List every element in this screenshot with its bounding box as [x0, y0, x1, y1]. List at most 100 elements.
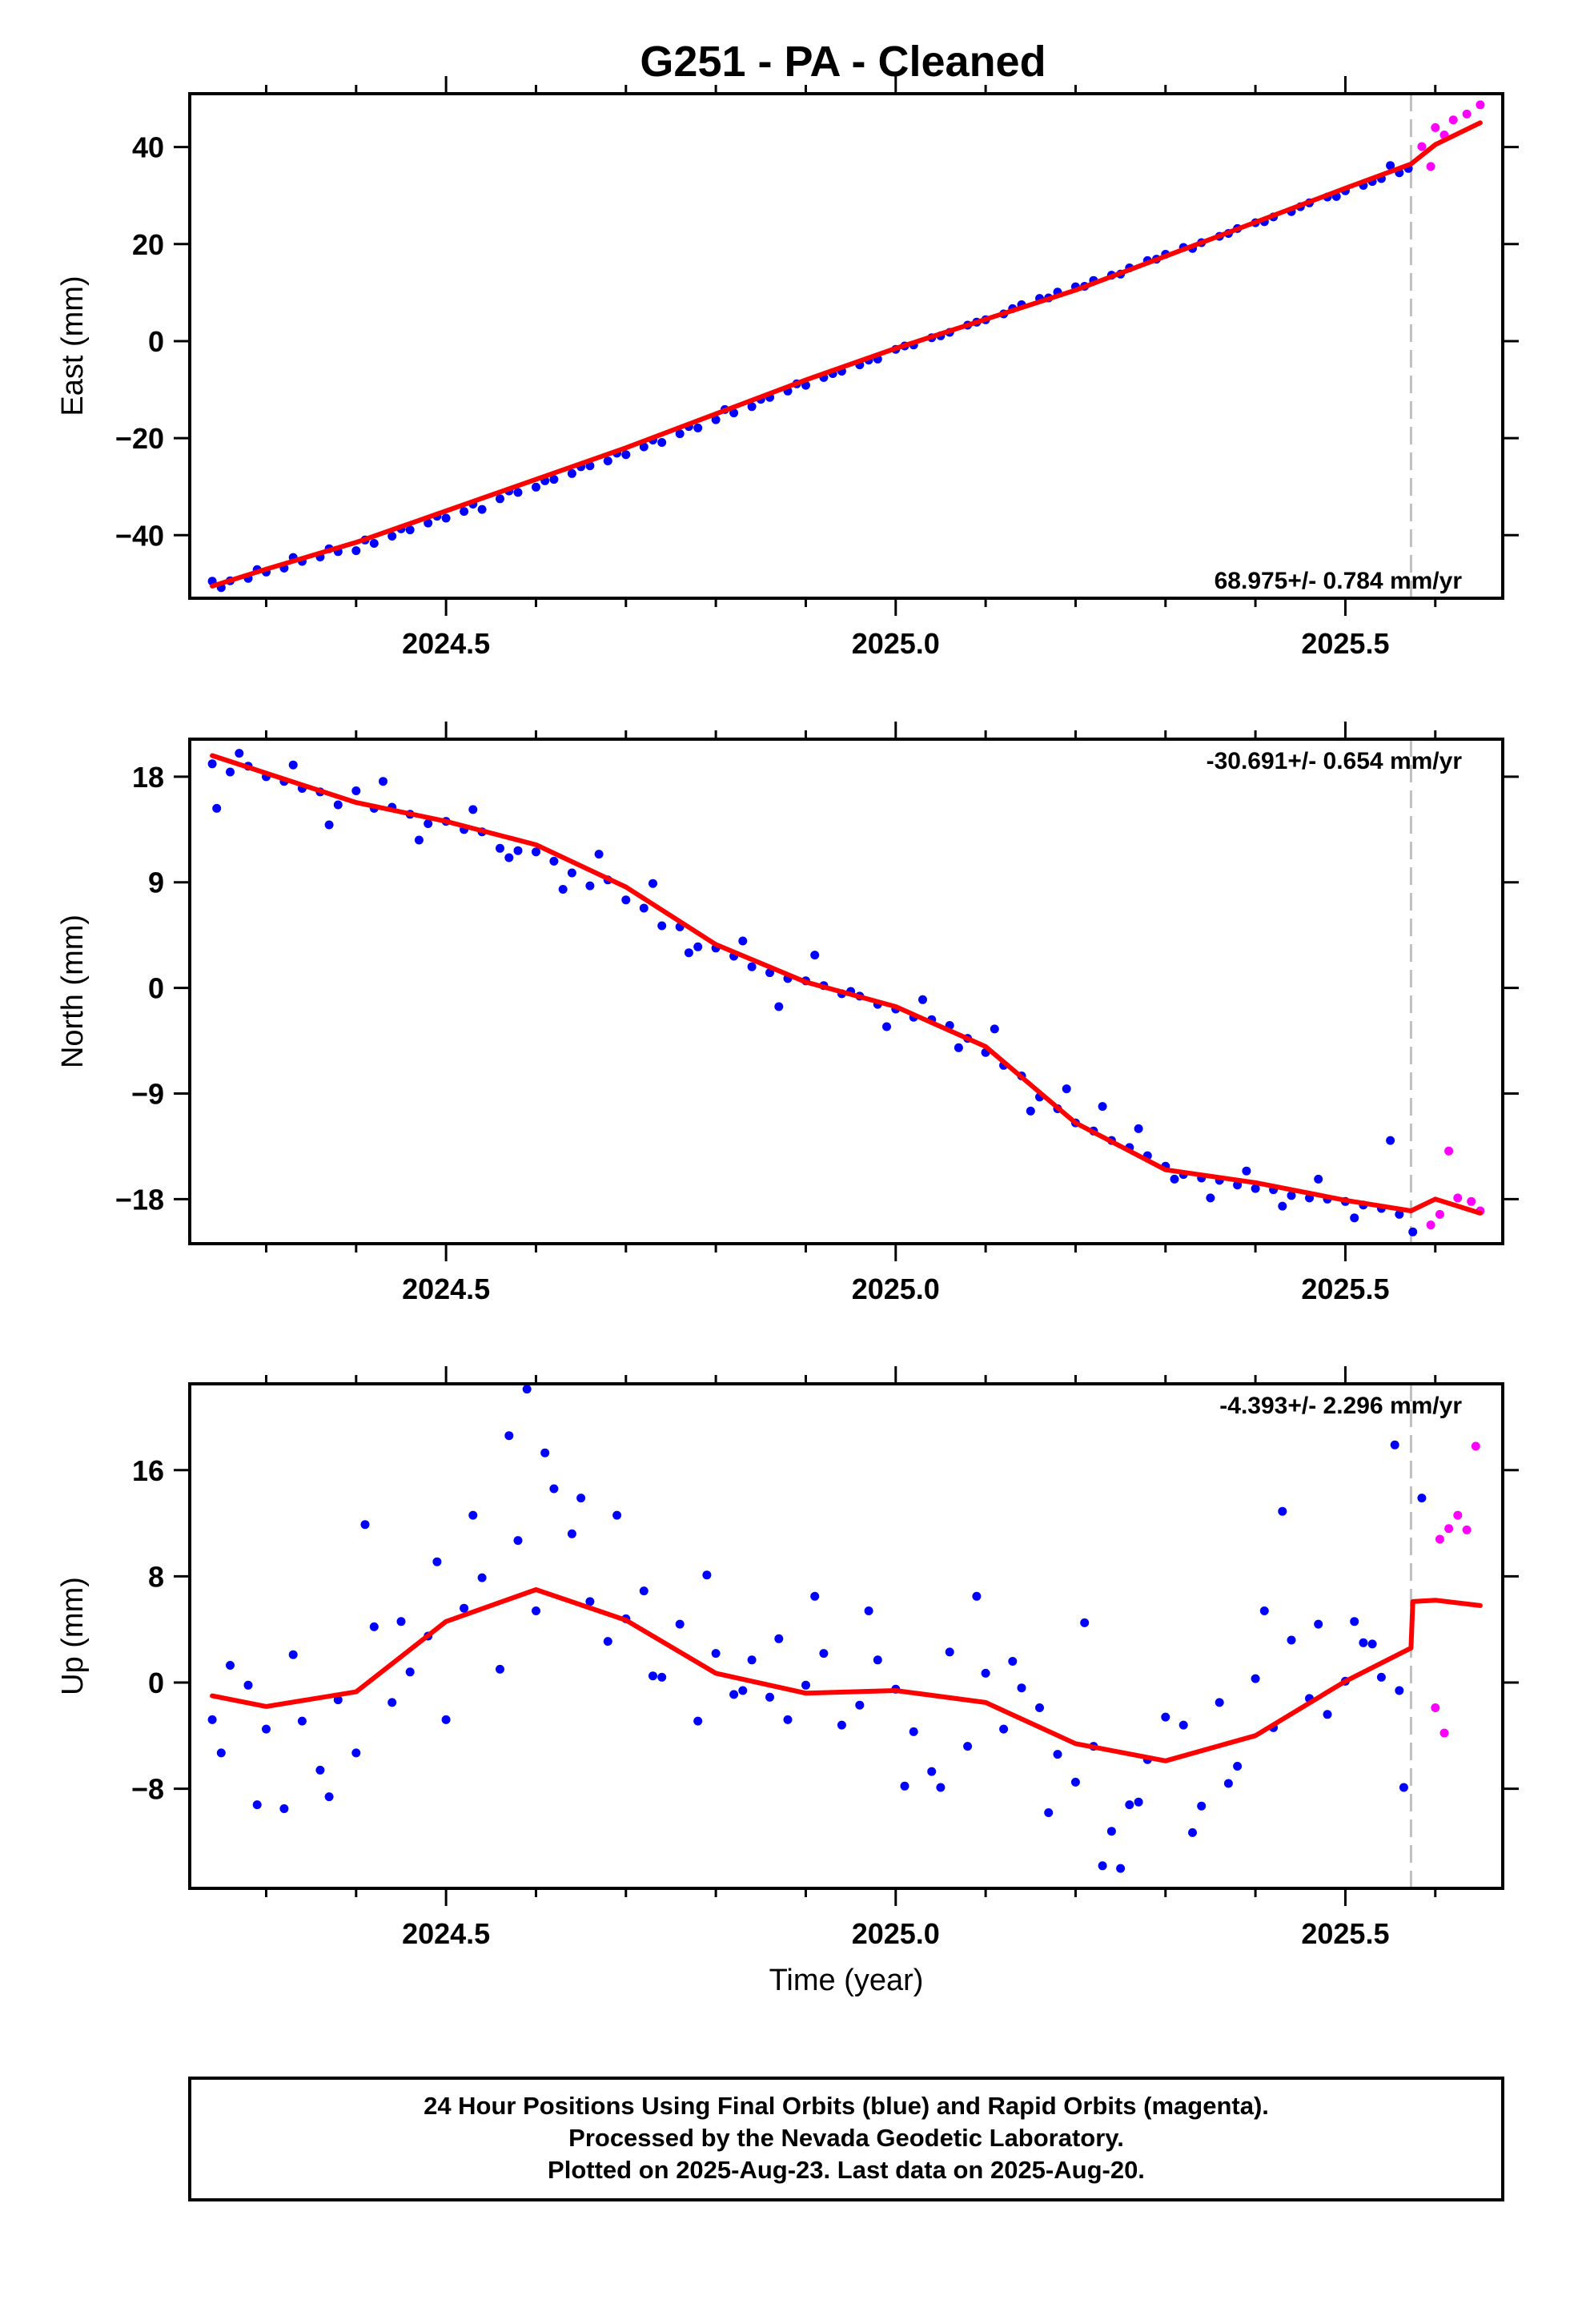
final-orbit-point	[693, 1716, 703, 1726]
final-orbit-point	[648, 1671, 657, 1681]
rapid-orbit-point	[1453, 1193, 1463, 1203]
y-tick-label: −18	[115, 1183, 164, 1216]
y-tick-label: −20	[115, 422, 164, 455]
final-orbit-point	[207, 759, 217, 769]
x-tick-label: 2025.5	[1301, 1917, 1389, 1950]
final-orbit-point	[765, 1692, 774, 1702]
final-orbit-point	[819, 1649, 829, 1659]
final-orbit-point	[1399, 1783, 1408, 1792]
final-orbit-point	[837, 1720, 846, 1730]
final-orbit-point	[1188, 1827, 1197, 1837]
final-orbit-point	[1350, 1213, 1359, 1223]
y-tick-label: 8	[148, 1560, 164, 1593]
final-orbit-point	[1259, 1606, 1269, 1615]
rapid-orbit-point	[1453, 1510, 1463, 1520]
rapid-orbit-point	[1444, 1146, 1454, 1156]
final-orbit-point	[1197, 1801, 1207, 1811]
final-orbit-point	[424, 819, 433, 828]
final-orbit-point	[1017, 1683, 1026, 1693]
final-orbit-point	[1376, 1672, 1386, 1682]
final-orbit-point	[693, 423, 703, 432]
final-orbit-point	[774, 1002, 784, 1011]
final-orbit-point	[1314, 1619, 1323, 1629]
final-orbit-point	[639, 1586, 648, 1596]
final-orbit-point	[648, 879, 657, 888]
final-orbit-point	[1417, 1494, 1427, 1503]
final-orbit-point	[279, 1804, 289, 1813]
final-orbit-point	[1314, 1174, 1323, 1184]
y-tick-label: 9	[148, 866, 164, 899]
final-orbit-point	[810, 951, 820, 960]
final-orbit-point	[288, 760, 298, 770]
rapid-orbit-point	[1476, 100, 1485, 110]
final-orbit-point	[441, 1715, 451, 1724]
final-orbit-point	[243, 1680, 253, 1690]
final-orbit-point	[351, 786, 361, 795]
plot-frame	[188, 1382, 1504, 1890]
rapid-orbit-point	[1426, 162, 1435, 171]
final-orbit-point	[226, 1661, 235, 1670]
final-orbit-point	[918, 995, 927, 1004]
panel-north: 2024.5 2025.0 2025.5 −18 −9 0 9 18 North (mm) -30…	[56, 722, 1519, 1305]
final-orbit-point	[747, 402, 757, 412]
final-orbit-point	[675, 429, 685, 439]
final-orbit-point	[235, 749, 244, 758]
final-orbit-point	[252, 1800, 262, 1810]
final-orbit-point	[1080, 1618, 1090, 1627]
final-orbit-point	[1386, 1136, 1395, 1145]
final-orbit-point	[594, 850, 604, 859]
final-orbit-point	[909, 1727, 918, 1736]
final-orbit-point	[216, 1748, 226, 1758]
final-orbit-point	[1170, 1174, 1179, 1184]
final-orbit-point	[369, 539, 379, 548]
final-orbit-point	[738, 936, 748, 946]
y-tick-label: −40	[115, 519, 164, 552]
final-orbit-point	[972, 1591, 982, 1601]
y-tick-label: −9	[131, 1077, 164, 1110]
final-orbit-point	[532, 482, 540, 492]
final-orbit-point	[657, 921, 667, 931]
rapid-orbit-point	[1431, 1703, 1440, 1712]
y-tick-label: −8	[131, 1773, 164, 1806]
final-orbit-point	[1386, 161, 1395, 171]
final-orbit-point	[288, 1650, 298, 1659]
final-orbit-point	[424, 518, 433, 528]
final-orbit-point	[549, 856, 559, 866]
final-orbit-point	[729, 408, 739, 418]
final-orbit-point	[783, 1715, 793, 1724]
final-orbit-point	[1390, 1440, 1399, 1449]
final-orbit-point	[1278, 1201, 1287, 1211]
final-orbit-point	[460, 1603, 469, 1613]
final-orbit-point	[1395, 1209, 1404, 1219]
final-orbit-point	[1134, 1124, 1143, 1133]
final-orbit-point	[603, 1637, 612, 1647]
final-orbit-point	[207, 1715, 217, 1724]
final-orbit-point	[396, 1617, 406, 1626]
rapid-orbit-point	[1435, 1209, 1444, 1219]
final-orbit-point	[711, 415, 721, 424]
final-orbit-point	[1098, 1861, 1107, 1871]
final-orbit-point	[855, 1700, 865, 1710]
y-tick-label: 0	[148, 972, 164, 1005]
final-orbit-point	[1287, 1635, 1296, 1645]
plot-frame	[188, 92, 1504, 600]
final-orbit-point	[1233, 1762, 1243, 1771]
time-axis-label: Time (year)	[769, 1964, 924, 1997]
final-orbit-point	[1251, 1674, 1260, 1683]
final-orbit-point	[1359, 1638, 1368, 1647]
final-orbit-point	[729, 1690, 739, 1699]
rapid-orbit-point	[1462, 1525, 1472, 1534]
final-orbit-point	[1062, 1084, 1071, 1094]
final-orbit-point	[900, 1781, 909, 1791]
final-orbit-point	[738, 1686, 748, 1695]
final-orbit-point	[945, 1647, 954, 1657]
final-orbit-point	[522, 1385, 532, 1394]
final-orbit-point	[711, 1649, 721, 1659]
final-orbit-point	[315, 1765, 325, 1775]
rapid-orbit-point	[1439, 1728, 1449, 1738]
final-orbit-point	[558, 885, 568, 894]
final-orbit-point	[1178, 1720, 1188, 1730]
rapid-orbit-point	[1462, 109, 1472, 119]
caption-box: 24 Hour Positions Using Final Orbits (bl…	[188, 2077, 1504, 2201]
caption-line-1: 24 Hour Positions Using Final Orbits (bl…	[424, 2092, 1269, 2120]
